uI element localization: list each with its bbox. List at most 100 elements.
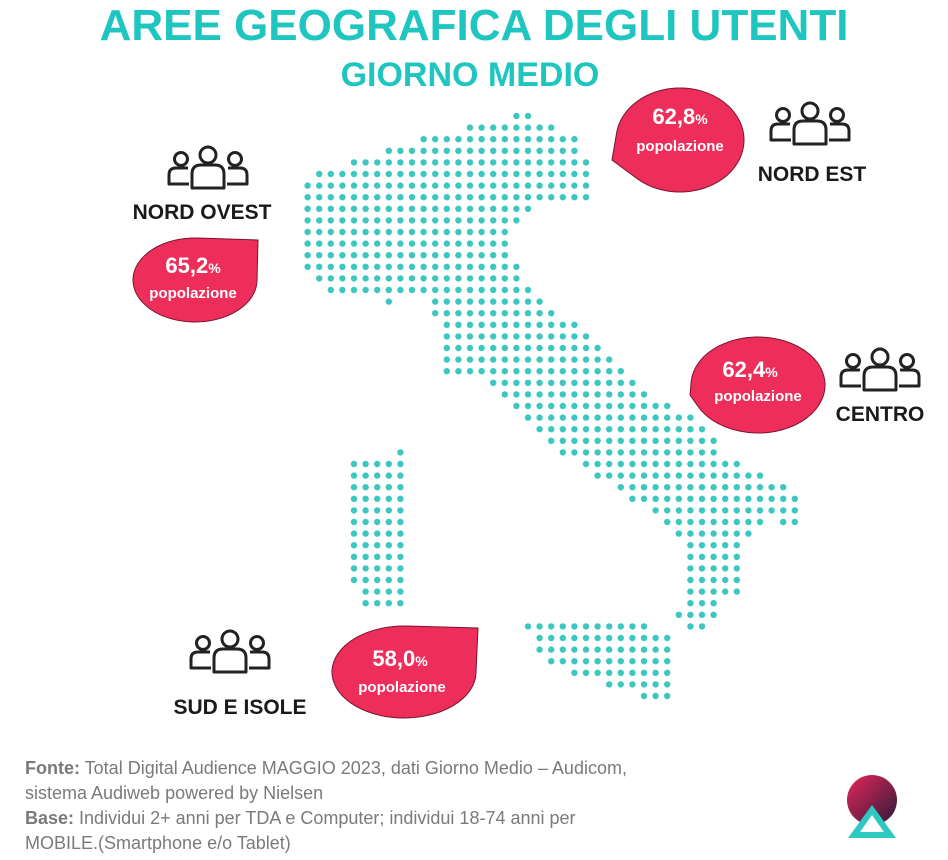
map-dot (466, 356, 474, 363)
map-dot (362, 495, 369, 502)
map-dot (397, 460, 404, 468)
map-dot (316, 252, 323, 259)
map-dot (559, 333, 566, 340)
value: 62,4 (722, 357, 766, 382)
map-dot (524, 356, 532, 363)
map-dot (687, 518, 694, 526)
map-dot (524, 623, 532, 630)
map-dot (536, 182, 543, 189)
map-dot (443, 344, 450, 352)
map-dot (443, 356, 450, 363)
map-dot (397, 286, 404, 294)
map-dot (490, 124, 497, 131)
map-dot (443, 286, 450, 294)
subtitle: GIORNO MEDIO (341, 56, 600, 94)
map-dot (420, 228, 427, 236)
map-dot (548, 182, 555, 189)
map-dot (304, 263, 311, 270)
map-dot (327, 182, 334, 189)
map-dot (478, 136, 485, 143)
map-dot (513, 147, 520, 154)
map-dot (548, 623, 555, 630)
map-dot (582, 379, 590, 386)
map-dot (733, 542, 740, 549)
map-dot (408, 205, 416, 212)
map-dot (501, 124, 508, 131)
map-dot (756, 495, 764, 502)
map-dot (559, 170, 566, 178)
map-dot (664, 692, 671, 700)
map-dot (629, 414, 636, 421)
map-dot (501, 136, 508, 143)
map-dot (698, 449, 706, 456)
map-dot (559, 391, 566, 398)
map-dot (617, 472, 624, 479)
map-dot (617, 669, 624, 676)
region-label: popolazione (636, 138, 724, 155)
map-dot (490, 182, 497, 189)
map-dot (559, 136, 566, 143)
map-dot (664, 658, 671, 665)
region-name: NORD EST (758, 163, 867, 186)
map-dot (374, 530, 381, 537)
map-dot (710, 449, 717, 456)
map-dot (443, 240, 450, 247)
map-dot (536, 623, 543, 630)
region-value: 58,0% (372, 646, 428, 671)
map-dot (687, 426, 694, 433)
map-dot (362, 205, 369, 212)
map-dot (559, 402, 566, 410)
map-dot (408, 228, 416, 236)
map-dot (524, 124, 532, 131)
map-dot (374, 170, 381, 178)
map-dot (548, 356, 555, 363)
map-dot (466, 194, 474, 201)
map-dot (432, 194, 439, 201)
map-dot (443, 333, 450, 340)
map-dot (385, 228, 392, 236)
map-dot (698, 611, 706, 618)
map-dot (606, 681, 613, 688)
map-dot (443, 182, 450, 189)
map-dot (304, 217, 311, 224)
map-dot (571, 136, 578, 143)
map-dot (594, 634, 601, 642)
unit: % (208, 260, 221, 276)
map-dot (478, 240, 485, 247)
map-dot (397, 263, 404, 270)
map-dot (548, 124, 555, 131)
map-dot (478, 228, 485, 236)
map-dot (478, 286, 485, 294)
map-dot (455, 217, 462, 224)
map-dot (397, 600, 404, 607)
map-dot (606, 414, 613, 421)
map-dot (559, 182, 566, 189)
map-dot (664, 426, 671, 433)
map-dot (455, 368, 462, 375)
map-dot (640, 692, 648, 700)
map-dot (374, 565, 381, 572)
map-dot (408, 147, 416, 154)
map-dot (664, 669, 671, 676)
map-dot (559, 634, 566, 642)
map-dot (513, 333, 520, 340)
map-dot (652, 460, 659, 468)
map-dot (675, 414, 682, 421)
map-dot (397, 252, 404, 259)
map-dot (478, 170, 485, 178)
map-dot (466, 136, 474, 143)
map-dot (582, 194, 590, 201)
map-dot (559, 437, 566, 444)
base-label: Base: (25, 808, 74, 828)
map-dot (687, 576, 694, 584)
map-dot (617, 484, 624, 491)
bubbles (132, 87, 826, 719)
map-dot (478, 159, 485, 166)
map-dot (780, 495, 787, 502)
map-dot (698, 507, 706, 514)
logo (847, 775, 897, 838)
map-dot (524, 414, 532, 421)
map-dot (629, 460, 636, 468)
map-dot (698, 565, 706, 572)
map-dot (733, 472, 740, 479)
